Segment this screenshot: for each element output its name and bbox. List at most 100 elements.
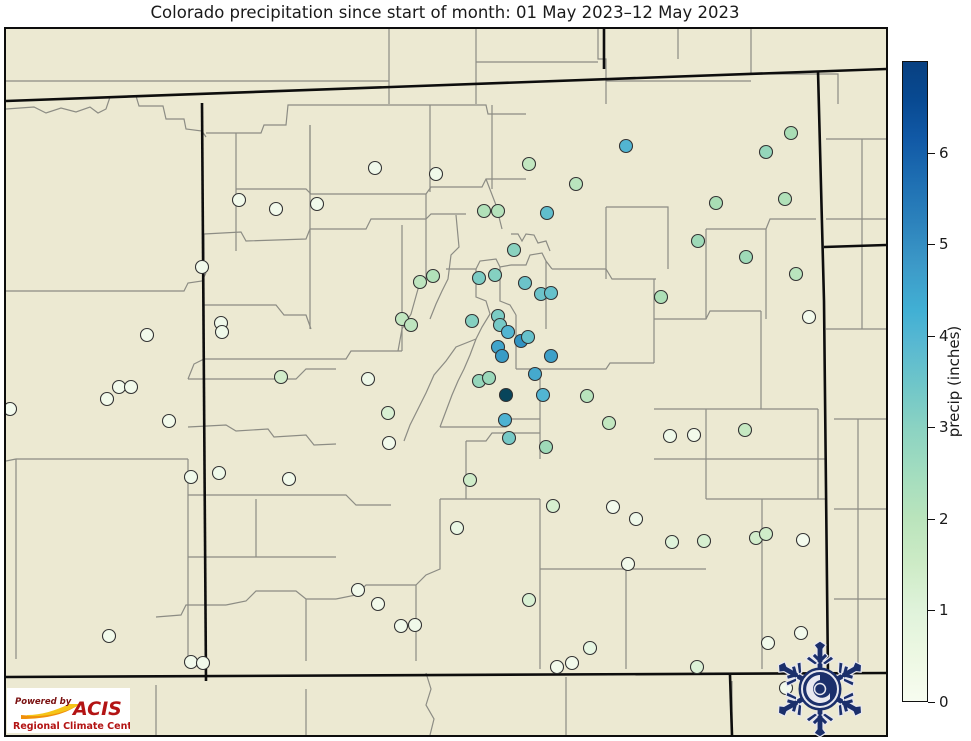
acis-powered-by: Powered by xyxy=(15,697,72,707)
station-markers xyxy=(6,125,817,696)
colorbar-tick xyxy=(928,518,935,520)
snowflake-arm xyxy=(805,640,835,672)
station-marker xyxy=(538,439,554,455)
snowflake-arm xyxy=(777,691,807,718)
station-marker xyxy=(520,329,536,345)
station-marker xyxy=(476,203,492,219)
station-marker xyxy=(738,249,754,265)
station-marker xyxy=(471,270,487,286)
snowflake-arm xyxy=(805,706,835,738)
station-marker xyxy=(370,596,386,612)
snowflake-arm xyxy=(833,660,863,687)
colorbar-tick-label: 1 xyxy=(939,601,949,620)
county-borders xyxy=(6,29,886,735)
station-marker xyxy=(407,617,423,633)
station-marker xyxy=(564,655,580,671)
station-marker xyxy=(795,532,811,548)
station-marker xyxy=(211,465,227,481)
colorbar-tick-label: 6 xyxy=(939,143,949,162)
colorbar-tick xyxy=(928,335,935,337)
station-marker xyxy=(101,628,117,644)
station-marker xyxy=(497,412,513,428)
station-marker xyxy=(527,366,543,382)
station-marker xyxy=(494,348,510,364)
station-marker xyxy=(708,195,724,211)
station-marker xyxy=(481,370,497,386)
station-marker xyxy=(183,654,199,670)
station-marker xyxy=(393,618,409,634)
colorbar-tick-label: 3 xyxy=(939,418,949,437)
station-marker xyxy=(183,469,199,485)
station-marker xyxy=(605,499,621,515)
station-marker xyxy=(195,655,211,671)
station-marker xyxy=(549,659,565,675)
station-marker xyxy=(464,313,480,329)
colorbar-tick xyxy=(928,610,935,612)
station-marker xyxy=(139,327,155,343)
station-marker xyxy=(403,317,419,333)
station-marker xyxy=(628,511,644,527)
station-marker xyxy=(582,640,598,656)
station-marker xyxy=(111,379,127,395)
colorbar-label: precip (inches) xyxy=(945,325,963,438)
station-marker xyxy=(686,427,702,443)
colorbar-tick xyxy=(928,152,935,154)
snowflake-c-glyph xyxy=(806,675,830,703)
snowflake-logo xyxy=(762,640,878,738)
station-marker xyxy=(381,435,397,451)
state-borders xyxy=(6,29,886,735)
station-marker xyxy=(696,533,712,549)
station-marker xyxy=(360,371,376,387)
station-marker xyxy=(501,430,517,446)
acis-name: ACIS xyxy=(71,698,122,720)
station-marker xyxy=(777,191,793,207)
colorbar-gradient xyxy=(902,61,928,702)
colorbar-tick xyxy=(928,244,935,246)
station-marker xyxy=(690,233,706,249)
station-marker xyxy=(194,259,210,275)
station-marker xyxy=(543,285,559,301)
station-marker xyxy=(6,401,18,417)
colorbar: 0 1 2 3 4 5 6 xyxy=(902,61,949,711)
colorbar-tick-label: 5 xyxy=(939,235,949,254)
acis-logo: Powered by ACIS Regional Climate Centers xyxy=(7,688,130,733)
snowflake-arm xyxy=(833,691,863,718)
station-marker xyxy=(545,498,561,514)
acis-swoosh-highlight xyxy=(27,704,81,717)
page-title: Colorado precipitation since start of mo… xyxy=(150,3,740,22)
station-marker xyxy=(425,268,441,284)
station-marker xyxy=(498,387,514,403)
station-marker xyxy=(788,266,804,282)
snowflake-arm xyxy=(777,660,807,687)
station-marker xyxy=(737,422,753,438)
station-marker xyxy=(367,160,383,176)
colorbar-tick-label: 4 xyxy=(939,326,949,345)
station-marker xyxy=(793,625,809,641)
station-marker xyxy=(664,534,680,550)
station-marker xyxy=(231,192,247,208)
station-marker xyxy=(689,659,705,675)
station-marker xyxy=(123,379,139,395)
station-marker xyxy=(535,387,551,403)
acis-subtitle: Regional Climate Centers xyxy=(13,721,130,732)
station-marker xyxy=(618,138,634,154)
station-marker xyxy=(449,520,465,536)
station-marker xyxy=(760,635,776,651)
station-marker xyxy=(268,201,284,217)
colorado-map xyxy=(6,29,886,735)
station-marker xyxy=(506,242,522,258)
station-marker xyxy=(783,125,799,141)
station-marker xyxy=(161,413,177,429)
station-marker xyxy=(380,405,396,421)
map-axes xyxy=(4,27,888,737)
colorbar-tick xyxy=(928,427,935,429)
station-marker xyxy=(500,324,516,340)
station-marker xyxy=(487,267,503,283)
station-marker xyxy=(539,205,555,221)
station-marker xyxy=(517,275,533,291)
station-marker xyxy=(662,428,678,444)
colorbar-tick-label: 2 xyxy=(939,509,949,528)
station-marker xyxy=(601,415,617,431)
acis-swoosh xyxy=(21,703,81,719)
